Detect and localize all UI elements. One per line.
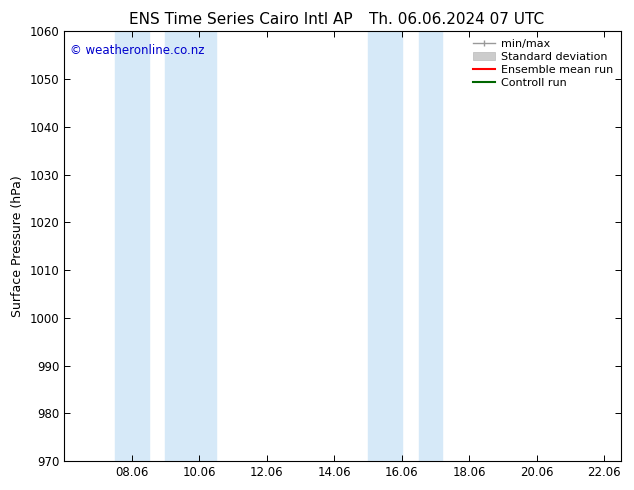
Bar bbox=[165, 31, 216, 461]
Text: Th. 06.06.2024 07 UTC: Th. 06.06.2024 07 UTC bbox=[369, 12, 544, 27]
Text: ENS Time Series Cairo Intl AP: ENS Time Series Cairo Intl AP bbox=[129, 12, 353, 27]
Text: © weatheronline.co.nz: © weatheronline.co.nz bbox=[70, 44, 204, 57]
Legend: min/max, Standard deviation, Ensemble mean run, Controll run: min/max, Standard deviation, Ensemble me… bbox=[471, 37, 616, 90]
Title: ENS Time Series Cairo Intl AP      Th. 06.06.2024 07 UTC: ENS Time Series Cairo Intl AP Th. 06.06.… bbox=[0, 489, 1, 490]
Y-axis label: Surface Pressure (hPa): Surface Pressure (hPa) bbox=[11, 175, 24, 317]
Bar bbox=[115, 31, 148, 461]
Bar bbox=[418, 31, 442, 461]
Bar bbox=[368, 31, 402, 461]
